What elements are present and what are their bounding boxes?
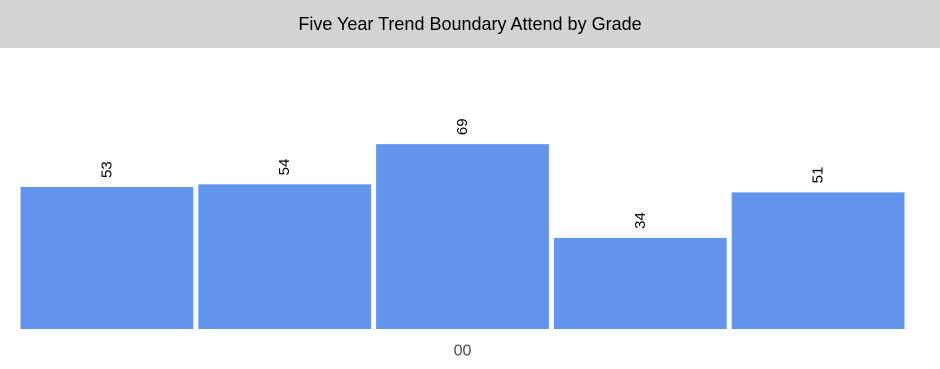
bar [20,187,194,329]
bar-value-label: 53 [98,161,115,178]
bar-value-label: 34 [632,212,649,229]
bar [553,237,727,329]
chart-title: Five Year Trend Boundary Attend by Grade [298,13,642,34]
bar-value-label: 69 [454,118,471,135]
bar [731,192,905,329]
bar [376,144,549,329]
x-tick-label: 00 [454,343,472,360]
bar-value-label: 54 [276,159,293,176]
chart-title-strip: Five Year Trend Boundary Attend by Grade [0,0,940,48]
bar-value-label: 51 [810,167,827,184]
bar [198,184,372,329]
